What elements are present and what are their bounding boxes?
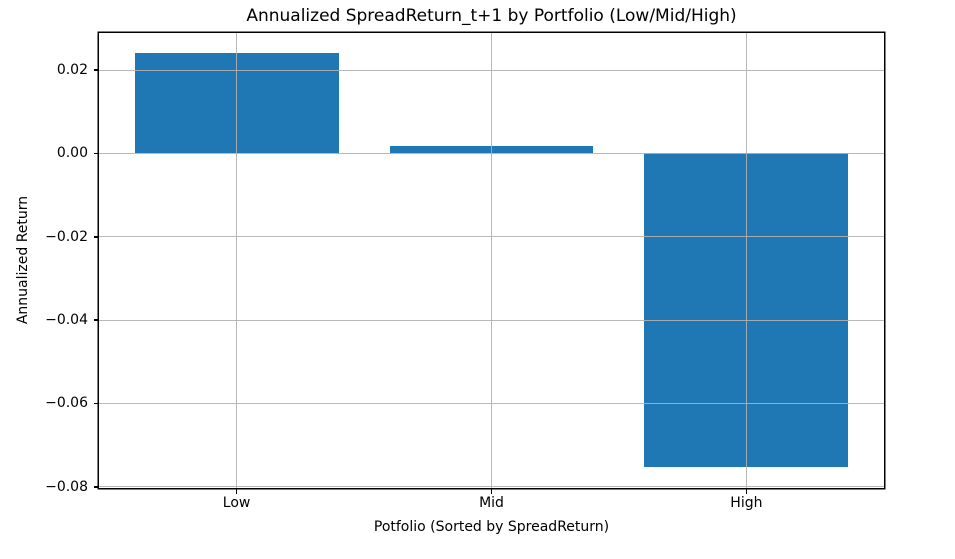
v-gridline xyxy=(236,33,238,488)
chart-title: Annualized SpreadReturn_t+1 by Portfolio… xyxy=(246,6,737,26)
x-tick-mark xyxy=(235,489,238,494)
y-tick-label: 0.02 xyxy=(56,62,88,79)
v-gridline xyxy=(491,33,492,488)
y-tick-mark xyxy=(93,236,99,238)
y-tick-label: 0.00 xyxy=(56,145,88,162)
y-tick-label: −0.04 xyxy=(45,312,88,329)
y-tick-label: −0.08 xyxy=(45,478,88,495)
y-tick-label: −0.02 xyxy=(45,228,88,245)
plot-area xyxy=(99,33,884,488)
x-tick-label: Mid xyxy=(479,495,504,511)
x-tick-label: Low xyxy=(222,495,251,511)
y-tick-mark xyxy=(93,402,99,405)
y-tick-mark xyxy=(93,69,99,71)
x-axis-label: Potfolio (Sorted by SpreadReturn) xyxy=(373,519,610,535)
y-tick-mark xyxy=(93,152,99,155)
v-gridline xyxy=(745,33,747,488)
x-tick-mark xyxy=(745,489,748,494)
y-tick-mark xyxy=(93,319,99,321)
y-tick-mark xyxy=(93,486,99,488)
y-tick-label: −0.06 xyxy=(45,395,88,412)
x-tick-label: High xyxy=(730,495,763,511)
x-tick-mark xyxy=(490,489,493,494)
y-axis-label: Annualized Return xyxy=(15,195,31,325)
